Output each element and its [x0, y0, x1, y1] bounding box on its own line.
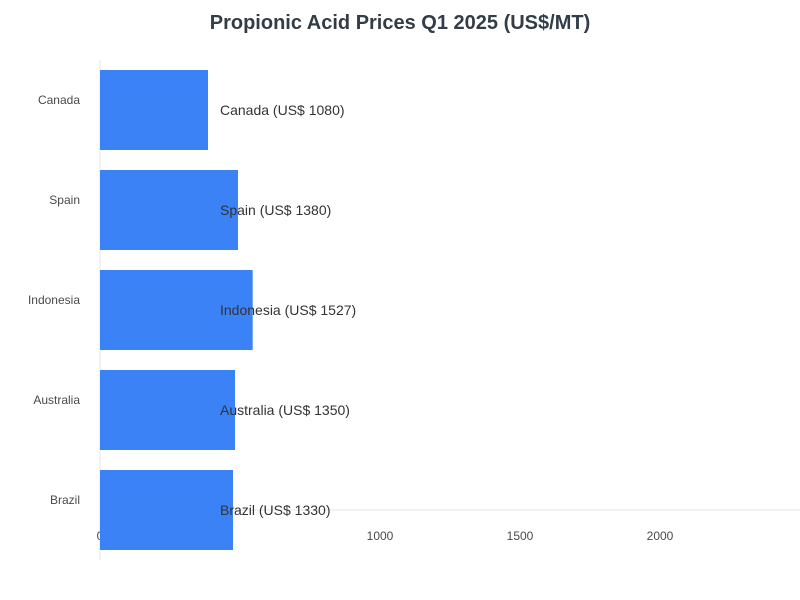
bar — [100, 70, 208, 150]
bar — [100, 470, 233, 550]
x-tick-label: 1000 — [367, 529, 394, 543]
bar — [100, 370, 235, 450]
bars-layer — [100, 70, 253, 550]
category-label: Brazil — [50, 493, 80, 507]
x-tick-label: 1500 — [507, 529, 534, 543]
chart-title: Propionic Acid Prices Q1 2025 (US$/MT) — [209, 12, 591, 34]
data-label: Canada (US$ 1080) — [220, 102, 345, 118]
x-tick-label: 2000 — [647, 529, 674, 543]
bar — [100, 270, 253, 350]
data-label: Brazil (US$ 1330) — [220, 502, 331, 518]
labels-layer: Canada Canada (US$ 1080) Spain Spain (US$ 1… — [28, 93, 356, 518]
category-label: Spain — [49, 193, 80, 207]
bar — [100, 170, 238, 250]
data-label: Indonesia (US$ 1527) — [220, 302, 356, 318]
data-label: Australia (US$ 1350) — [220, 402, 350, 418]
category-label: Canada — [38, 93, 80, 107]
category-label: Australia — [33, 393, 80, 407]
category-label: Indonesia — [28, 293, 80, 307]
data-label: Spain (US$ 1380) — [220, 202, 331, 218]
